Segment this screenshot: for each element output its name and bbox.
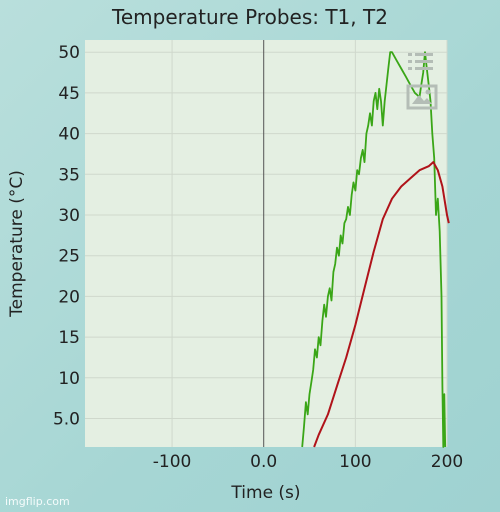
series-line-2 [313,161,450,448]
y-tick-label: 35 [58,165,80,185]
image-export-icon[interactable] [406,84,438,112]
x-tick-label: -100 [153,452,192,472]
y-tick-label: 45 [58,84,80,104]
list-menu-icon[interactable] [406,50,436,78]
y-tick-label: 5.0 [53,410,80,430]
grid-layer [85,40,448,447]
x-axis-title: Time (s) [230,483,300,503]
y-tick-label: 40 [58,125,80,145]
watermark: imgflip.com [5,495,70,508]
series-line-1 [301,51,447,448]
y-axis-title: Temperature (°C) [7,170,27,318]
x-tick-label: 200 [431,452,463,472]
y-tick-label: 30 [58,206,80,226]
y-tick-label: 20 [58,287,80,307]
y-tick-label: 25 [58,247,80,267]
x-tick-label: 0.0 [250,452,277,472]
chart-title: Temperature Probes: T1, T2 [112,5,388,29]
x-tick-label: 100 [339,452,371,472]
tick-layer: 5.0 10 15 20 25 30 35 40 45 50 -100 0.0 100 200 [53,43,463,472]
y-tick-label: 50 [58,43,80,63]
y-tick-label: 15 [58,328,80,348]
plot-area [85,40,447,447]
data-layer [301,51,450,448]
y-tick-label: 10 [58,369,80,389]
